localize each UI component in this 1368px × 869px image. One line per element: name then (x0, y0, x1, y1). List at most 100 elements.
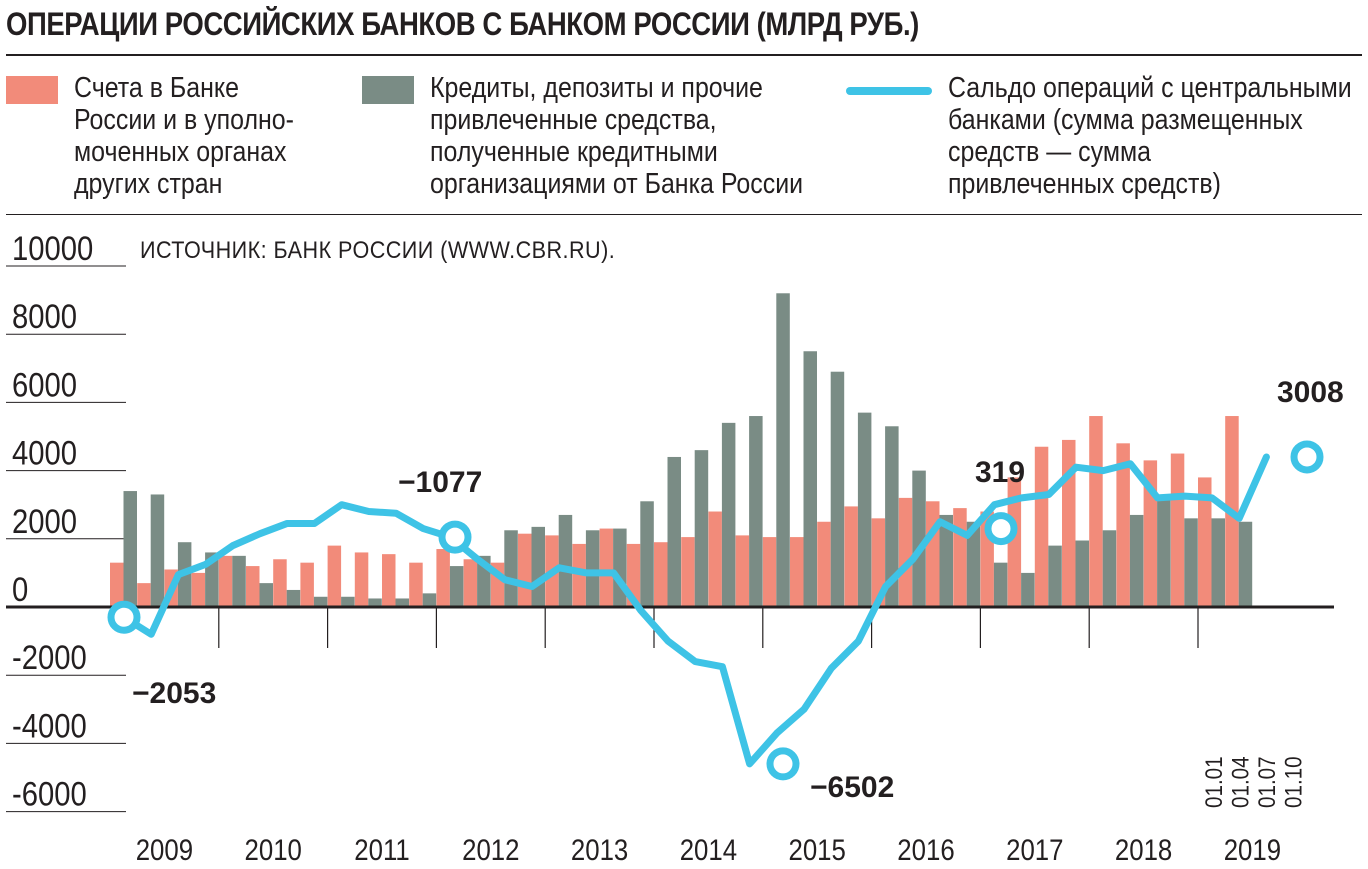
bar-credits (341, 596, 355, 607)
x-year-label: 2009 (136, 833, 193, 866)
x-quarter-label: 01.10 (1280, 756, 1307, 808)
bar-credits (966, 521, 981, 607)
bar-accounts (1034, 446, 1049, 607)
x-year-label: 2016 (897, 833, 954, 866)
bar-accounts (681, 537, 695, 607)
legend-swatch-credits (362, 76, 414, 104)
bar-accounts (926, 501, 940, 607)
bar-accounts (572, 543, 586, 607)
bar-credits (721, 422, 736, 607)
bar-credits (803, 351, 817, 607)
x-quarter-label: 01.01 (1201, 756, 1228, 808)
bar-accounts (708, 511, 722, 607)
y-tick-label: 6000 (12, 365, 77, 404)
bar-credits (1021, 572, 1035, 607)
bar-credits (912, 470, 926, 607)
saldo-marker (107, 600, 141, 634)
data-label: −2053 (132, 677, 216, 710)
bar-credits (1238, 521, 1253, 607)
bar-credits (1157, 499, 1171, 607)
bar-accounts (790, 537, 804, 607)
x-year-label: 2010 (245, 833, 302, 866)
legend-item-credits: Кредиты, депозиты и прочие привлеченные … (362, 72, 864, 200)
bar-accounts (1089, 416, 1103, 607)
bar-credits (1102, 530, 1117, 607)
legend-swatch-saldo (846, 87, 932, 95)
bar-credits (857, 412, 872, 607)
bar-credits (749, 416, 763, 607)
chart-title: ОПЕРАЦИИ РОССИЙСКИХ БАНКОВ С БАНКОМ РОСС… (6, 6, 919, 42)
bar-credits (286, 589, 301, 607)
data-label: 3008 (1277, 376, 1344, 409)
source-note: ИСТОЧНИК: БАНК РОССИИ (WWW.CBR.RU). (140, 236, 615, 263)
data-label: −6502 (810, 771, 894, 804)
y-tick-label: 2000 (12, 502, 77, 541)
y-tick-label: 4000 (12, 434, 77, 473)
x-quarter-label: 01.07 (1254, 756, 1281, 808)
y-tick-label: -4000 (12, 706, 87, 745)
bar-credits (585, 530, 600, 607)
bar-accounts (1007, 477, 1022, 607)
bar-accounts (817, 521, 831, 607)
bar-accounts (382, 554, 396, 607)
bar-credits (1184, 518, 1198, 607)
bar-accounts (871, 518, 886, 607)
bar-credits (1129, 514, 1144, 607)
bar-accounts (735, 535, 750, 607)
saldo-marker (438, 520, 472, 554)
bar-accounts (1116, 443, 1130, 607)
bar-credits (667, 456, 681, 607)
bar-accounts (1198, 477, 1212, 607)
bar-accounts (137, 583, 151, 607)
bar-accounts (409, 562, 423, 607)
legend-rule (6, 214, 1362, 215)
bar-accounts (246, 566, 260, 607)
bar-credits (449, 566, 464, 607)
y-tick-label: 10000 (12, 229, 93, 268)
bar-credits (422, 593, 437, 607)
bar-credits (531, 526, 545, 607)
x-year-label: 2018 (1115, 833, 1172, 866)
bar-credits (993, 562, 1008, 607)
bar-accounts (273, 559, 287, 607)
bar-accounts (518, 533, 532, 607)
y-tick-label: -2000 (12, 638, 87, 677)
bar-credits (504, 530, 518, 607)
bar-credits (1048, 545, 1062, 607)
bar-credits (313, 596, 328, 607)
bar-credits (150, 494, 165, 607)
legend-item-accounts: Счета в Банке России и в уполно- моченны… (6, 72, 330, 200)
bar-credits (259, 583, 273, 607)
data-label: 319 (975, 456, 1025, 489)
x-year-label: 2017 (1006, 833, 1063, 866)
bar-credits (885, 426, 899, 607)
bar-accounts (654, 542, 668, 607)
title-rule (6, 54, 1362, 56)
legend-swatch-accounts (6, 76, 58, 104)
saldo-marker (984, 512, 1018, 546)
bar-credits (640, 501, 654, 607)
y-tick-label: 0 (12, 570, 28, 609)
x-year-label: 2013 (571, 833, 628, 866)
x-quarter-label: 01.04 (1227, 756, 1254, 808)
bar-accounts (354, 552, 369, 607)
bar-credits (830, 371, 845, 607)
x-year-label: 2019 (1224, 833, 1281, 866)
bar-credits (395, 598, 409, 607)
bar-accounts (110, 562, 124, 607)
y-tick-label: 8000 (12, 297, 77, 336)
bar-accounts (436, 549, 450, 607)
legend-label-saldo: Сальдо операций с центральными банками (… (948, 72, 1352, 200)
data-label: −1077 (398, 466, 482, 499)
legend-label-credits: Кредиты, депозиты и прочие привлеченные … (430, 72, 804, 200)
bar-credits (613, 528, 627, 607)
bar-accounts (1170, 453, 1185, 607)
bar-credits (694, 450, 709, 607)
bar-accounts (953, 508, 967, 607)
x-year-label: 2014 (680, 833, 737, 866)
bar-credits (776, 293, 790, 607)
bar-accounts (898, 497, 913, 607)
bar-accounts (300, 562, 314, 607)
bar-credits (1211, 518, 1225, 607)
